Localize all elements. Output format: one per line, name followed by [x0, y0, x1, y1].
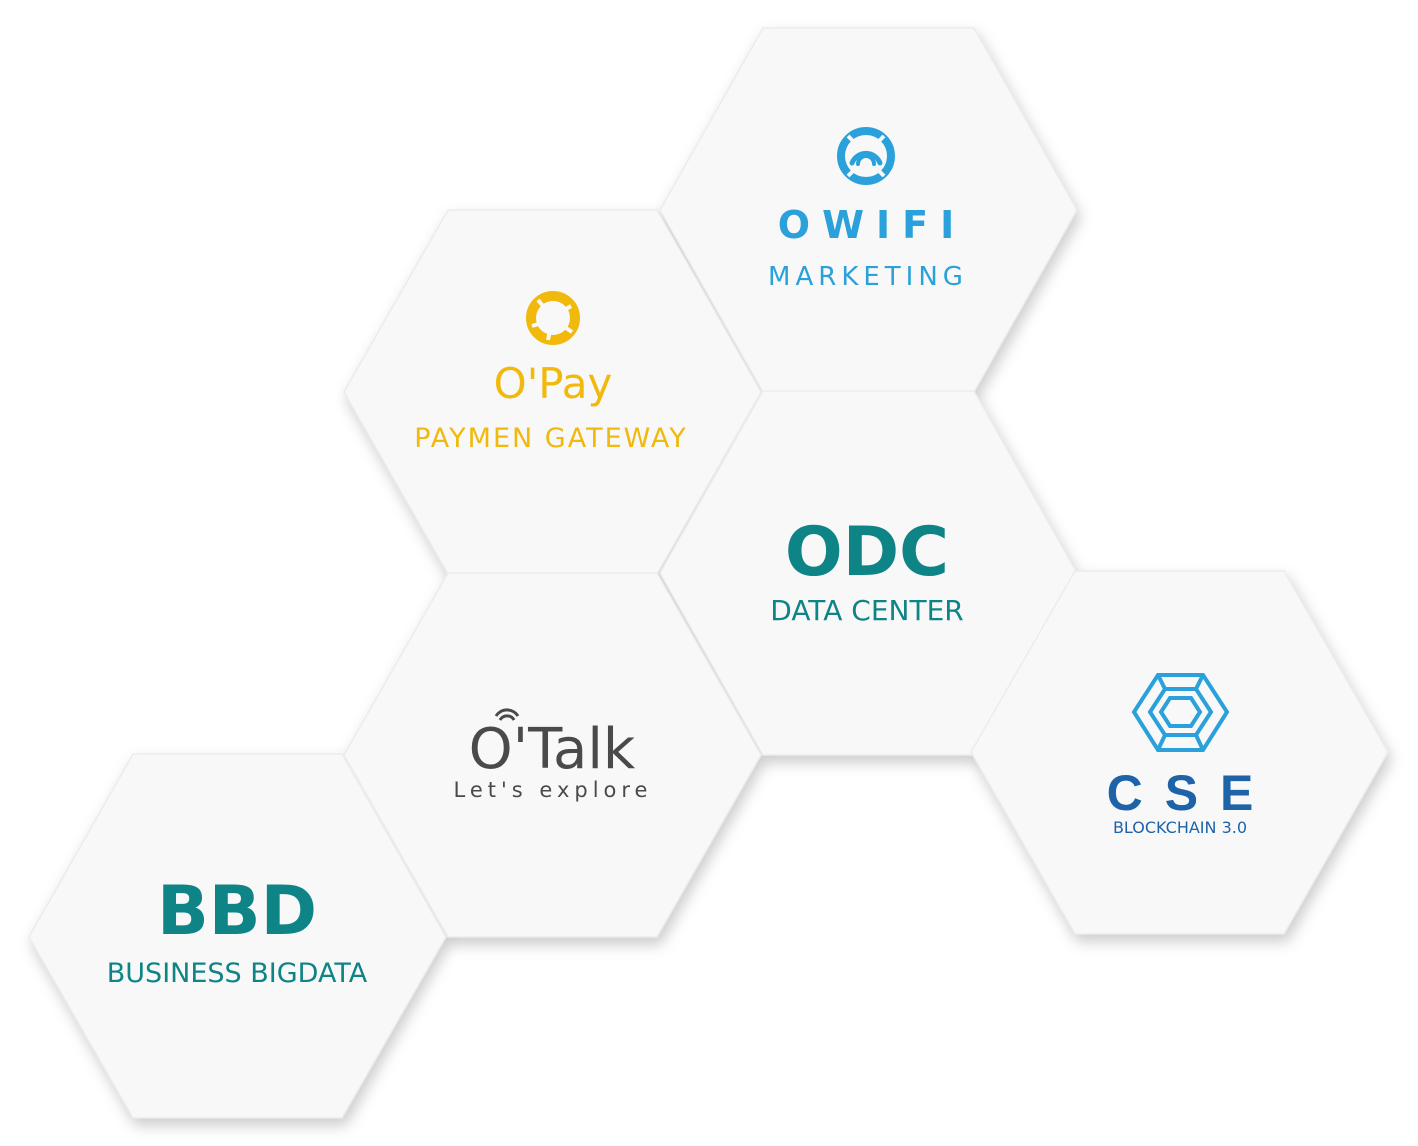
otalk-title: O'Talk: [469, 717, 636, 782]
cse-title: CSE: [1107, 765, 1276, 821]
odc-title: ODC: [785, 513, 949, 592]
bbd-title: BBD: [157, 872, 317, 951]
bbd-subtitle: BUSINESS BIGDATA: [107, 958, 368, 989]
opay-title: O'Pay: [494, 359, 613, 408]
signal-icon: [494, 708, 520, 721]
blockchain-hexagon-icon: [1131, 673, 1230, 752]
hex-cse[interactable]: [970, 570, 1389, 935]
otalk-subtitle: Let's explore: [454, 778, 653, 802]
owifi-title: OWIFI: [778, 203, 966, 247]
odc-subtitle: DATA CENTER: [770, 594, 963, 627]
owifi-subtitle: MARKETING: [768, 262, 968, 292]
hex-bbd[interactable]: [28, 753, 447, 1119]
cse-subtitle: BLOCKCHAIN 3.0: [1113, 818, 1247, 837]
opay-subtitle: PAYMEN GATEWAY: [414, 423, 688, 454]
aperture-ring-icon: [526, 291, 580, 345]
wifi-ring-icon: [837, 127, 895, 185]
hex-otalk[interactable]: [343, 572, 762, 938]
